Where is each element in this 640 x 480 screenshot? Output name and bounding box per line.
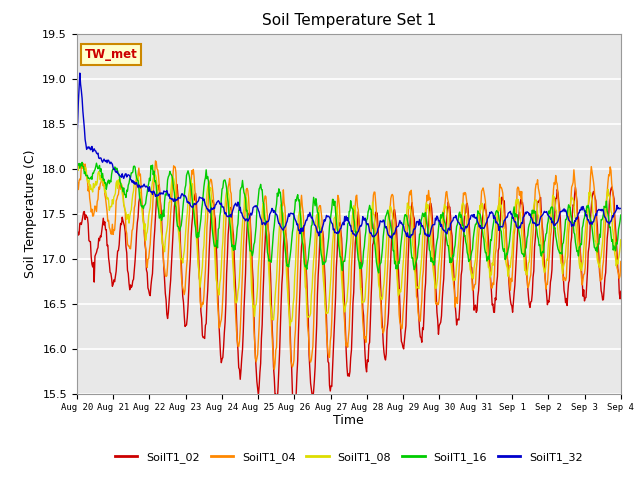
SoilT1_16: [223, 194, 231, 200]
SoilT1_04: [152, 158, 159, 164]
SoilT1_04: [617, 259, 625, 264]
Text: TW_met: TW_met: [85, 48, 138, 61]
SoilT1_08: [195, 265, 202, 271]
SoilT1_08: [84, 178, 92, 184]
SoilT1_32: [617, 205, 625, 211]
Title: Soil Temperature Set 1: Soil Temperature Set 1: [262, 13, 436, 28]
SoilT1_32: [195, 198, 202, 204]
SoilT1_16: [617, 212, 625, 218]
SoilT1_08: [73, 168, 81, 174]
SoilT1_32: [84, 145, 92, 151]
SoilT1_04: [139, 208, 147, 214]
SoilT1_02: [195, 250, 202, 255]
SoilT1_32: [417, 220, 424, 226]
SoilT1_02: [617, 288, 625, 294]
SoilT1_16: [417, 231, 424, 237]
SoilT1_02: [417, 334, 424, 340]
SoilT1_32: [433, 217, 440, 223]
SoilT1_16: [195, 234, 202, 240]
SoilT1_08: [223, 187, 231, 192]
SoilT1_02: [83, 215, 90, 220]
SoilT1_04: [433, 301, 440, 307]
SoilT1_04: [195, 265, 202, 271]
SoilT1_04: [223, 193, 231, 199]
SoilT1_16: [375, 270, 383, 276]
SoilT1_04: [73, 192, 81, 198]
Line: SoilT1_32: SoilT1_32: [77, 73, 621, 239]
SoilT1_04: [271, 367, 278, 372]
SoilT1_08: [286, 323, 294, 329]
SoilT1_16: [433, 243, 440, 249]
SoilT1_08: [433, 285, 440, 291]
SoilT1_32: [76, 70, 84, 76]
SoilT1_02: [139, 204, 147, 210]
SoilT1_02: [433, 291, 440, 297]
SoilT1_02: [291, 408, 298, 414]
SoilT1_02: [73, 229, 81, 235]
SoilT1_08: [417, 271, 424, 276]
SoilT1_16: [140, 206, 147, 212]
SoilT1_32: [223, 213, 231, 219]
SoilT1_32: [388, 236, 396, 241]
Line: SoilT1_08: SoilT1_08: [77, 164, 621, 326]
SoilT1_32: [140, 183, 147, 189]
Line: SoilT1_16: SoilT1_16: [77, 162, 621, 273]
SoilT1_32: [73, 140, 81, 145]
Legend: SoilT1_02, SoilT1_04, SoilT1_08, SoilT1_16, SoilT1_32: SoilT1_02, SoilT1_04, SoilT1_08, SoilT1_…: [110, 447, 588, 467]
SoilT1_16: [78, 159, 86, 165]
SoilT1_16: [73, 162, 81, 168]
SoilT1_16: [84, 172, 92, 178]
SoilT1_08: [140, 219, 147, 225]
SoilT1_02: [223, 254, 231, 260]
SoilT1_04: [83, 174, 90, 180]
Y-axis label: Soil Temperature (C): Soil Temperature (C): [24, 149, 36, 278]
X-axis label: Time: Time: [333, 414, 364, 427]
SoilT1_02: [173, 181, 180, 187]
SoilT1_08: [77, 161, 85, 167]
SoilT1_04: [417, 318, 424, 324]
Line: SoilT1_02: SoilT1_02: [77, 184, 621, 411]
SoilT1_08: [617, 237, 625, 242]
Line: SoilT1_04: SoilT1_04: [77, 161, 621, 370]
